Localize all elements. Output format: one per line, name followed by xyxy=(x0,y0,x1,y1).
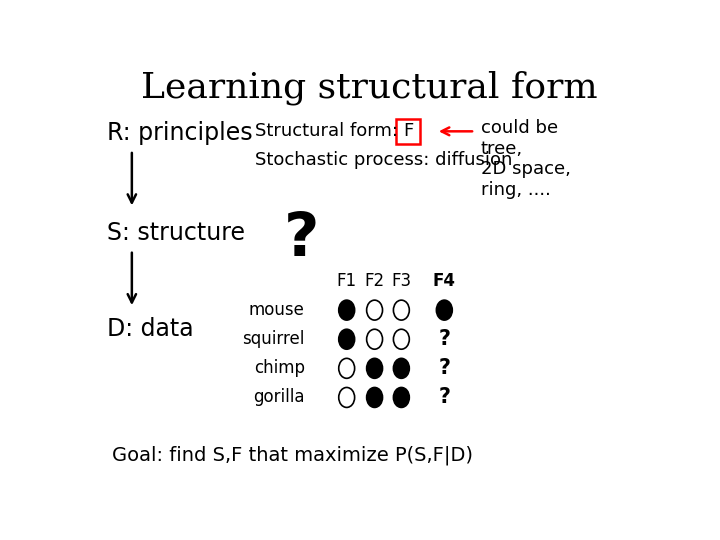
Ellipse shape xyxy=(338,329,355,349)
Text: ?: ? xyxy=(284,210,320,269)
Text: chimp: chimp xyxy=(254,359,305,377)
Text: F1: F1 xyxy=(337,272,356,290)
Ellipse shape xyxy=(436,300,452,320)
Text: D: data: D: data xyxy=(107,317,194,341)
Ellipse shape xyxy=(338,388,355,407)
Text: F: F xyxy=(403,123,413,140)
Text: F4: F4 xyxy=(433,272,456,290)
Text: gorilla: gorilla xyxy=(253,388,305,407)
Ellipse shape xyxy=(366,329,382,349)
Text: Stochastic process: diffusion: Stochastic process: diffusion xyxy=(255,151,512,170)
Text: Goal: find S,F that maximize P(S,F|D): Goal: find S,F that maximize P(S,F|D) xyxy=(112,446,473,465)
Text: mouse: mouse xyxy=(249,301,305,319)
Ellipse shape xyxy=(393,329,409,349)
Ellipse shape xyxy=(393,388,409,407)
Text: F3: F3 xyxy=(391,272,411,290)
Ellipse shape xyxy=(338,359,355,379)
Text: ?: ? xyxy=(438,359,450,379)
Text: squirrel: squirrel xyxy=(243,330,305,348)
Ellipse shape xyxy=(338,300,355,320)
Text: ?: ? xyxy=(438,387,450,408)
Ellipse shape xyxy=(366,359,382,379)
Ellipse shape xyxy=(366,300,382,320)
Text: could be
tree,
2D space,
ring, ....: could be tree, 2D space, ring, .... xyxy=(481,119,570,199)
Ellipse shape xyxy=(366,388,382,407)
Bar xyxy=(396,119,420,144)
Ellipse shape xyxy=(393,359,409,379)
Text: Learning structural form: Learning structural form xyxy=(140,70,598,105)
Text: F2: F2 xyxy=(364,272,384,290)
Text: ?: ? xyxy=(438,329,450,349)
Text: S: structure: S: structure xyxy=(107,221,245,245)
Text: R: principles: R: principles xyxy=(107,122,253,145)
Text: Structural form:: Structural form: xyxy=(255,123,415,140)
Ellipse shape xyxy=(393,300,409,320)
